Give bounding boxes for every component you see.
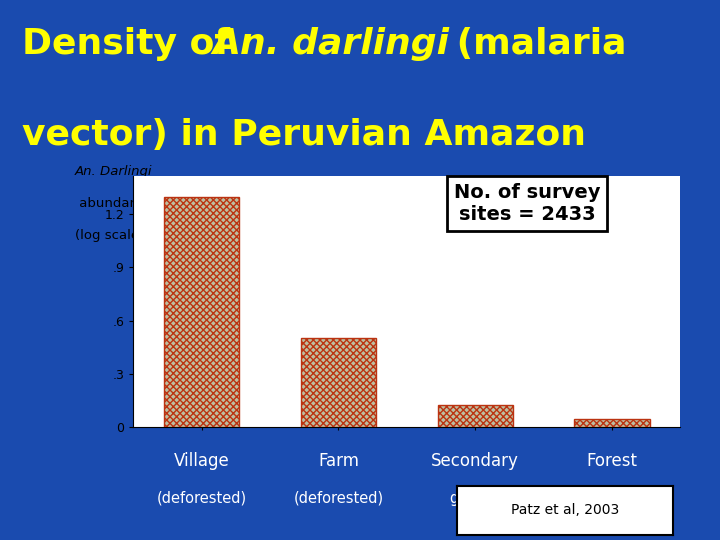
Text: (log scale): (log scale) bbox=[75, 228, 144, 241]
Text: An. Darlingi: An. Darlingi bbox=[75, 165, 153, 178]
Text: growth: growth bbox=[450, 490, 500, 505]
Text: No. of survey
sites = 2433: No. of survey sites = 2433 bbox=[454, 183, 600, 224]
Text: Density of: Density of bbox=[0, 539, 1, 540]
Text: Patz et al, 2003: Patz et al, 2003 bbox=[511, 503, 619, 517]
Text: An. darlingi: An. darlingi bbox=[212, 27, 449, 61]
Text: (deforested): (deforested) bbox=[293, 490, 384, 505]
Text: Farm: Farm bbox=[318, 452, 359, 470]
Bar bbox=[301, 338, 376, 427]
Text: abundance: abundance bbox=[75, 197, 154, 210]
Text: Forest: Forest bbox=[587, 452, 637, 470]
Text: (malaria: (malaria bbox=[444, 27, 626, 61]
Text: Village: Village bbox=[174, 452, 230, 470]
Text: Density of ​An. darlingi​ (malaria: Density of ​An. darlingi​ (malaria bbox=[0, 539, 1, 540]
Text: (deforested): (deforested) bbox=[156, 490, 247, 505]
Text: Secondary: Secondary bbox=[431, 452, 519, 470]
Bar bbox=[575, 418, 649, 427]
Bar bbox=[438, 406, 513, 427]
Text: vector) in Peruvian Amazon: vector) in Peruvian Amazon bbox=[22, 118, 585, 152]
Text: Density of: Density of bbox=[22, 27, 243, 61]
Bar bbox=[164, 197, 239, 427]
